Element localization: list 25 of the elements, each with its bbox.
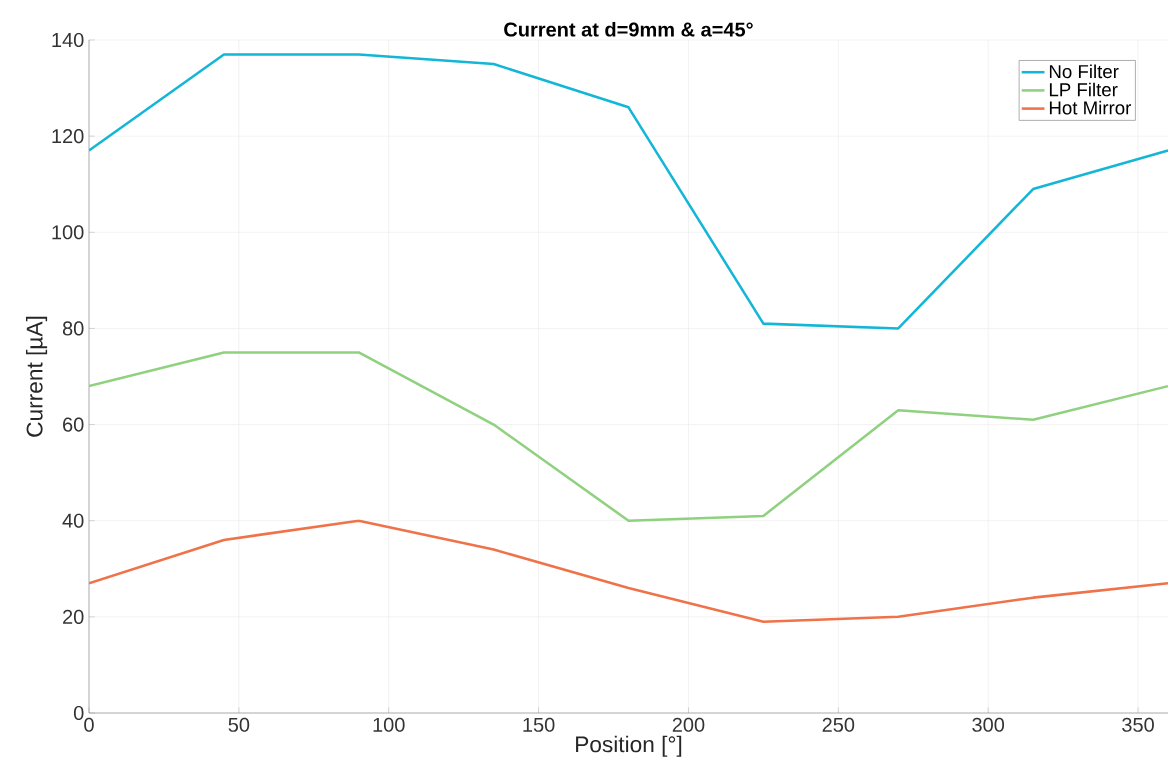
x-tick-label: 150 [523, 717, 555, 732]
x-tick-label: 100 [373, 717, 405, 732]
line-series [89, 351, 1169, 522]
y-tick-label: 100 [52, 225, 84, 240]
legend-label: LP Filter [1049, 82, 1118, 97]
x-tick-label: 350 [1122, 717, 1154, 732]
legend-label: No Filter [1049, 64, 1119, 79]
x-axis-title: Position [°] [576, 735, 682, 757]
y-tick-label: 20 [63, 609, 84, 624]
y-tick-label: 0 [73, 705, 84, 721]
x-tick-label: 50 [228, 717, 250, 732]
line-series [89, 519, 1169, 623]
x-tick-label: 250 [822, 717, 855, 732]
x-tick-label: 0 [84, 717, 94, 732]
chart-title: Current at d=9mm & a=45° [504, 21, 753, 37]
line-series [89, 53, 1169, 330]
y-tick-label: 40 [62, 513, 84, 528]
y-tick-label: 140 [52, 32, 84, 48]
legend-label: Hot Mirror [1049, 100, 1132, 115]
y-tick-label: 80 [62, 321, 84, 336]
x-tick-label: 200 [672, 717, 705, 732]
x-tick-label: 300 [972, 717, 1005, 732]
y-tick-label: 60 [63, 417, 84, 432]
y-axis-title: Current [µA] [25, 316, 48, 437]
y-tick-label: 120 [52, 129, 84, 144]
